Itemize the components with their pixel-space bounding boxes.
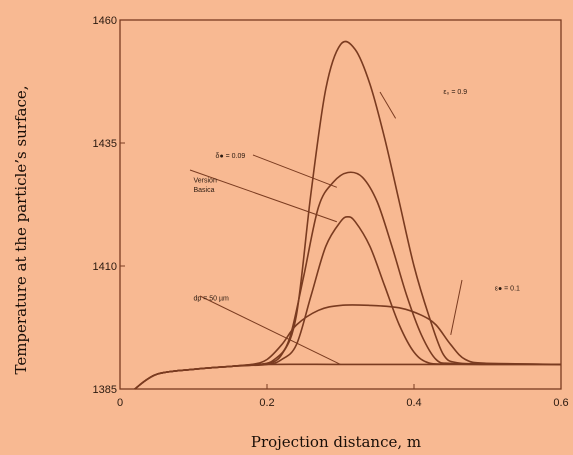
annotation-label: dp = 50 µm [194, 295, 230, 302]
series-group [134, 40, 562, 390]
annotation-leader [379, 91, 397, 119]
y-tick-label: 1460 [93, 15, 117, 27]
series-line-4 [134, 304, 562, 390]
annotation-label: ε● = 0.1 [495, 286, 520, 293]
annotation-label: Version [194, 177, 217, 184]
annotation-leader [189, 169, 337, 223]
annotation-leader [450, 279, 463, 335]
y-tick-label: 1410 [93, 261, 117, 273]
annotation-label: δ● = 0.09 [216, 153, 246, 160]
x-tick-label: 0.6 [553, 397, 568, 409]
x-tick-label: 0.4 [406, 397, 421, 409]
y-tick-label: 1435 [93, 138, 117, 150]
plot-frame [119, 19, 562, 390]
x-tick-label: 0 [117, 397, 123, 409]
annotation-leader [199, 295, 341, 365]
annotations: ε₀ = 0.9 δ● = 0.09 Version Basica ε● = 0.1 dp… [189, 89, 520, 365]
annotation-leader [252, 154, 338, 188]
series-line-2 [134, 171, 562, 390]
y-tick-label: 1385 [93, 384, 117, 396]
x-tick-label: 0.2 [259, 397, 274, 409]
annotation-label: ε₀ = 0.9 [443, 89, 467, 96]
series-line-5 [134, 363, 561, 390]
y-axis-title: Temperature at the particle’s surface, [12, 85, 30, 374]
series-line-1 [134, 40, 562, 390]
annotation-label: Basica [194, 187, 215, 194]
ticks: 0 0.2 0.4 0.6 1385 1410 1435 1460 [93, 15, 569, 409]
x-axis-title: Projection distance, m [251, 433, 421, 451]
